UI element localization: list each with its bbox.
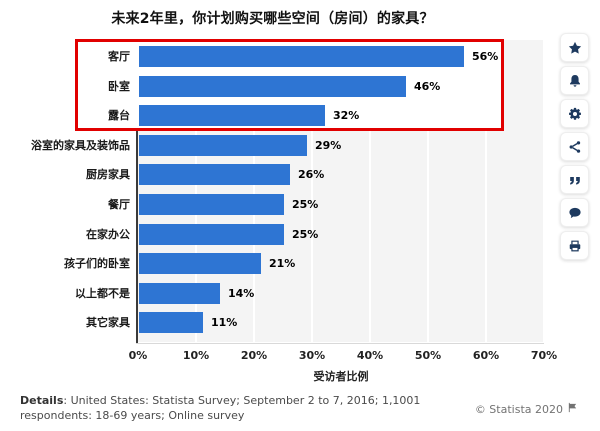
comment-icon — [568, 206, 582, 220]
gridline — [195, 40, 197, 342]
value-label: 21% — [269, 257, 296, 271]
details-text: Details: United States: Statista Survey;… — [20, 394, 421, 422]
category-label: 卧室 — [108, 79, 130, 93]
comment-button[interactable] — [560, 198, 589, 227]
value-label: 32% — [333, 109, 360, 123]
share-icon — [568, 140, 582, 154]
x-tick-label: 30% — [298, 349, 326, 362]
bar[interactable] — [139, 105, 325, 127]
gridline — [253, 40, 255, 342]
x-tick-label: 10% — [182, 349, 210, 362]
bell-button[interactable] — [560, 66, 589, 95]
bar[interactable] — [139, 282, 220, 304]
print-button[interactable] — [560, 231, 589, 260]
bar[interactable] — [139, 164, 290, 186]
share-button[interactable] — [560, 132, 589, 161]
value-label: 25% — [292, 227, 319, 241]
category-label: 在家办公 — [86, 227, 130, 241]
category-label: 厨房家具 — [86, 168, 130, 182]
bar[interactable] — [139, 223, 284, 245]
category-label: 客厅 — [108, 50, 130, 63]
y-axis-spine — [136, 40, 138, 343]
star-button[interactable] — [560, 33, 589, 62]
bar-chart: 客厅 56% 卧室 46% 露台 32% 浴室的家具及装饰品 29% 厨房家具 26% 餐厅 25% 在… — [0, 38, 557, 383]
value-label: 29% — [315, 138, 342, 152]
category-label: 露台 — [108, 109, 130, 123]
x-axis-line — [136, 343, 544, 344]
gridline — [485, 40, 487, 342]
category-label: 以上都不是 — [75, 286, 130, 300]
gridline — [369, 40, 371, 342]
category-label: 孩子们的卧室 — [64, 257, 130, 271]
page-title: 未来2年里，你计划购买哪些空间（房间）的家具？ — [111, 11, 434, 27]
value-label: 11% — [211, 316, 238, 330]
category-label: 餐厅 — [108, 198, 130, 211]
category-label: 其它家具 — [86, 316, 130, 330]
bar[interactable] — [139, 194, 284, 215]
value-label: 46% — [414, 79, 441, 93]
x-tick-label: 50% — [414, 349, 442, 362]
value-label: 25% — [292, 198, 319, 211]
gridline — [543, 40, 545, 342]
x-tick-label: 70% — [530, 349, 558, 362]
value-label: 56% — [472, 50, 499, 63]
star-icon — [568, 41, 582, 55]
print-icon — [568, 239, 582, 253]
x-tick-label: 40% — [356, 349, 384, 362]
gridline — [427, 40, 429, 342]
details-label: Details — [20, 394, 64, 407]
bar[interactable] — [139, 134, 307, 156]
quote-button[interactable] — [560, 165, 589, 194]
value-label: 26% — [298, 168, 325, 182]
quote-icon — [568, 173, 582, 187]
x-tick-label: 20% — [240, 349, 268, 362]
x-axis-title: 受访者比例 — [313, 370, 369, 383]
flag-icon — [567, 402, 578, 416]
gear-icon — [568, 107, 582, 121]
bar[interactable] — [139, 46, 464, 67]
gear-button[interactable] — [560, 99, 589, 128]
bar[interactable] — [139, 75, 406, 97]
bell-icon — [568, 74, 582, 88]
category-label: 浴室的家具及装饰品 — [31, 138, 130, 152]
x-tick-label: 60% — [472, 349, 500, 362]
x-tick-label: 0% — [128, 349, 148, 362]
copyright: © Statista 2020 — [475, 402, 578, 416]
bar[interactable] — [139, 312, 203, 334]
bar[interactable] — [139, 253, 261, 275]
action-bar — [560, 33, 589, 260]
gridline — [311, 40, 313, 342]
value-label: 14% — [228, 286, 255, 300]
